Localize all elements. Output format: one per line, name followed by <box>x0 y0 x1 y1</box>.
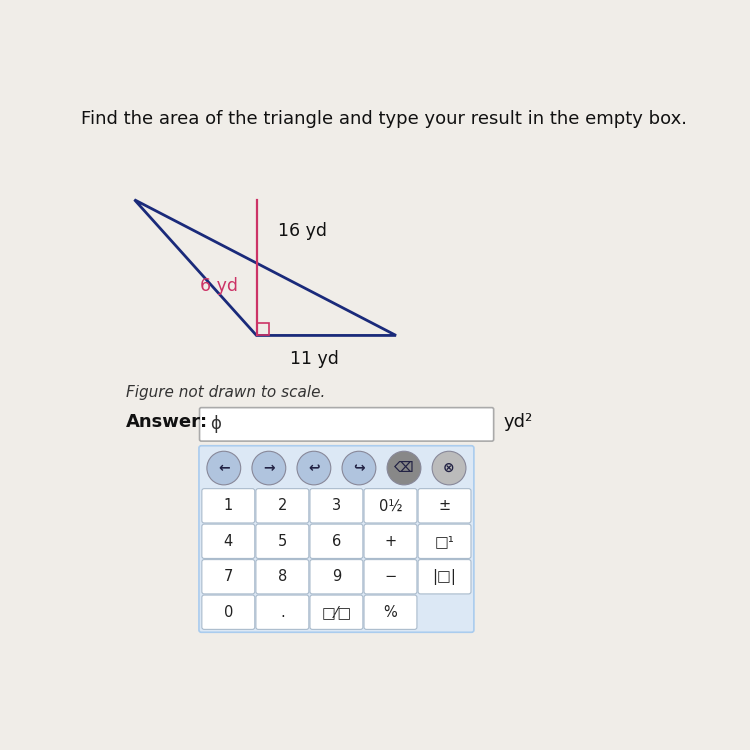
Text: −: − <box>384 569 397 584</box>
FancyBboxPatch shape <box>364 524 417 559</box>
Text: □¹: □¹ <box>435 534 454 549</box>
FancyBboxPatch shape <box>202 595 255 629</box>
Circle shape <box>252 452 286 484</box>
Circle shape <box>207 452 241 484</box>
Text: 11 yd: 11 yd <box>290 350 339 368</box>
Text: →: → <box>263 461 274 475</box>
Text: 8: 8 <box>278 569 287 584</box>
Text: 7: 7 <box>224 569 233 584</box>
Text: 16 yd: 16 yd <box>278 223 328 241</box>
Text: 4: 4 <box>224 534 233 549</box>
FancyBboxPatch shape <box>418 489 471 523</box>
FancyBboxPatch shape <box>364 560 417 594</box>
Circle shape <box>297 452 331 484</box>
Circle shape <box>432 452 466 484</box>
Text: 0: 0 <box>224 604 233 619</box>
FancyBboxPatch shape <box>310 524 363 559</box>
Text: ⌫: ⌫ <box>394 461 414 475</box>
Text: 1: 1 <box>224 498 233 513</box>
FancyBboxPatch shape <box>256 560 309 594</box>
Text: 6 yd: 6 yd <box>200 278 238 296</box>
Text: yd²: yd² <box>503 413 532 431</box>
Text: ±: ± <box>439 498 451 513</box>
FancyBboxPatch shape <box>202 560 255 594</box>
FancyBboxPatch shape <box>202 524 255 559</box>
Circle shape <box>387 452 421 484</box>
Text: +: + <box>385 534 397 549</box>
FancyBboxPatch shape <box>200 408 494 441</box>
Text: 9: 9 <box>332 569 341 584</box>
FancyBboxPatch shape <box>310 489 363 523</box>
FancyBboxPatch shape <box>418 560 471 594</box>
FancyBboxPatch shape <box>364 489 417 523</box>
FancyBboxPatch shape <box>418 524 471 559</box>
Text: Answer:: Answer: <box>126 413 208 431</box>
Text: ↪: ↪ <box>353 461 364 475</box>
Text: ϕ: ϕ <box>210 416 220 434</box>
Text: Figure not drawn to scale.: Figure not drawn to scale. <box>126 385 325 400</box>
Text: ⊗: ⊗ <box>443 461 454 475</box>
FancyBboxPatch shape <box>310 560 363 594</box>
Text: ↩: ↩ <box>308 461 320 475</box>
Text: □⁄□: □⁄□ <box>321 604 352 619</box>
FancyBboxPatch shape <box>199 446 474 632</box>
Text: 6: 6 <box>332 534 341 549</box>
Text: .: . <box>280 604 285 619</box>
FancyBboxPatch shape <box>364 595 417 629</box>
Text: Find the area of the triangle and type your result in the empty box.: Find the area of the triangle and type y… <box>81 110 687 128</box>
Bar <box>256 322 269 335</box>
Text: ←: ← <box>218 461 229 475</box>
Text: 3: 3 <box>332 498 341 513</box>
FancyBboxPatch shape <box>256 595 309 629</box>
Text: 5: 5 <box>278 534 287 549</box>
Circle shape <box>342 452 376 484</box>
FancyBboxPatch shape <box>256 524 309 559</box>
Text: |□|: |□| <box>433 568 457 585</box>
FancyBboxPatch shape <box>256 489 309 523</box>
FancyBboxPatch shape <box>310 595 363 629</box>
Text: 0½: 0½ <box>379 498 402 513</box>
Text: %: % <box>383 604 398 619</box>
Text: 2: 2 <box>278 498 287 513</box>
FancyBboxPatch shape <box>202 489 255 523</box>
